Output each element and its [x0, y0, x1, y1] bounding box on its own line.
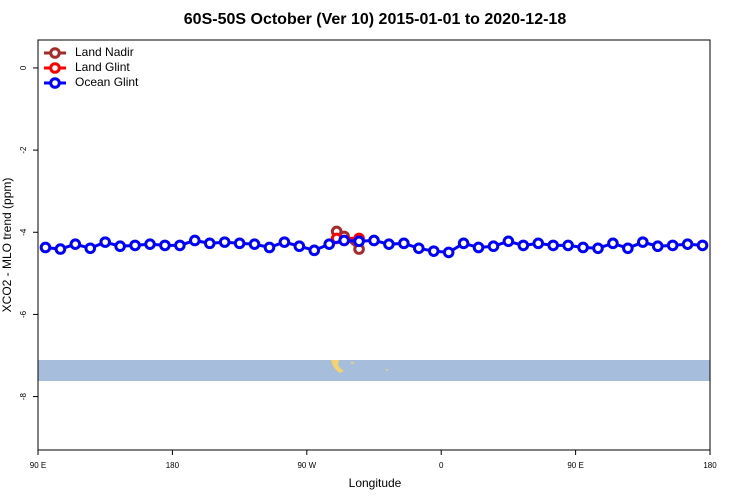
- y-tick-label: 0: [19, 65, 28, 70]
- data-point: [517, 239, 530, 252]
- map-strip: [38, 360, 710, 381]
- data-point: [308, 244, 321, 257]
- y-tick-label: -4: [19, 228, 28, 236]
- plot-frame: [37, 39, 711, 451]
- data-point: [562, 239, 574, 252]
- data-point: [457, 237, 470, 250]
- data-point: [577, 241, 589, 254]
- data-point: [487, 240, 500, 253]
- data-point: [144, 238, 156, 250]
- x-tick-label: 90 W: [297, 461, 316, 470]
- x-tick-label: 90 E: [30, 461, 46, 470]
- y-tick-label: -2: [19, 146, 28, 154]
- data-point: [293, 240, 306, 253]
- data-point: [323, 238, 336, 250]
- x-tick-label: 180: [703, 461, 717, 470]
- y-tick-label: -8: [19, 392, 28, 400]
- data-point: [592, 242, 604, 255]
- data-point: [637, 236, 649, 248]
- land-patch: [331, 360, 344, 373]
- data-point: [532, 237, 545, 250]
- data-point: [622, 242, 634, 255]
- legend-label: Land Glint: [75, 60, 130, 74]
- data-point: [114, 240, 126, 253]
- data-point: [472, 241, 485, 254]
- data-point: [666, 239, 679, 252]
- data-point: [39, 241, 52, 254]
- data-point: [681, 238, 694, 250]
- y-tick-label: -6: [19, 310, 28, 318]
- legend-marker: [49, 77, 61, 89]
- legend-label: Land Nadir: [75, 45, 134, 59]
- data-point: [189, 234, 201, 247]
- y-axis-label: XCO2 - MLO trend (ppm): [0, 178, 14, 313]
- data-point: [353, 235, 365, 248]
- data-point: [129, 239, 141, 252]
- legend-marker: [49, 47, 61, 59]
- data-point: [413, 242, 425, 255]
- data-point: [607, 237, 619, 250]
- data-point: [427, 245, 440, 257]
- land-patch: [386, 369, 388, 371]
- chart-title: 60S-50S October (Ver 10) 2015-01-01 to 2…: [184, 11, 567, 28]
- data-point: [69, 238, 82, 250]
- legend-marker: [49, 62, 61, 74]
- ocean-strip: [38, 360, 710, 381]
- data-point: [442, 246, 455, 259]
- data-point: [651, 240, 664, 253]
- data-point: [203, 237, 216, 250]
- data-point: [159, 239, 171, 252]
- data-point: [54, 243, 67, 255]
- land-patch: [351, 362, 354, 364]
- x-axis-label: Longitude: [349, 476, 402, 490]
- data-point: [263, 241, 276, 254]
- data-point: [84, 242, 97, 255]
- data-point: [218, 236, 231, 248]
- data-point: [278, 236, 291, 248]
- data-point: [233, 237, 246, 250]
- data-point: [383, 238, 395, 250]
- data-point: [99, 236, 111, 248]
- data-point: [547, 239, 560, 252]
- data-point: [338, 234, 350, 247]
- x-tick-label: 0: [439, 461, 444, 470]
- data-point: [696, 239, 709, 252]
- data-point: [368, 234, 380, 247]
- x-tick-label: 180: [166, 461, 180, 470]
- data-point: [174, 239, 186, 252]
- legend-label: Ocean Glint: [75, 75, 139, 89]
- data-point: [502, 235, 515, 248]
- data-point: [398, 237, 410, 250]
- data-point: [248, 238, 261, 250]
- x-tick-label: 90 E: [567, 461, 583, 470]
